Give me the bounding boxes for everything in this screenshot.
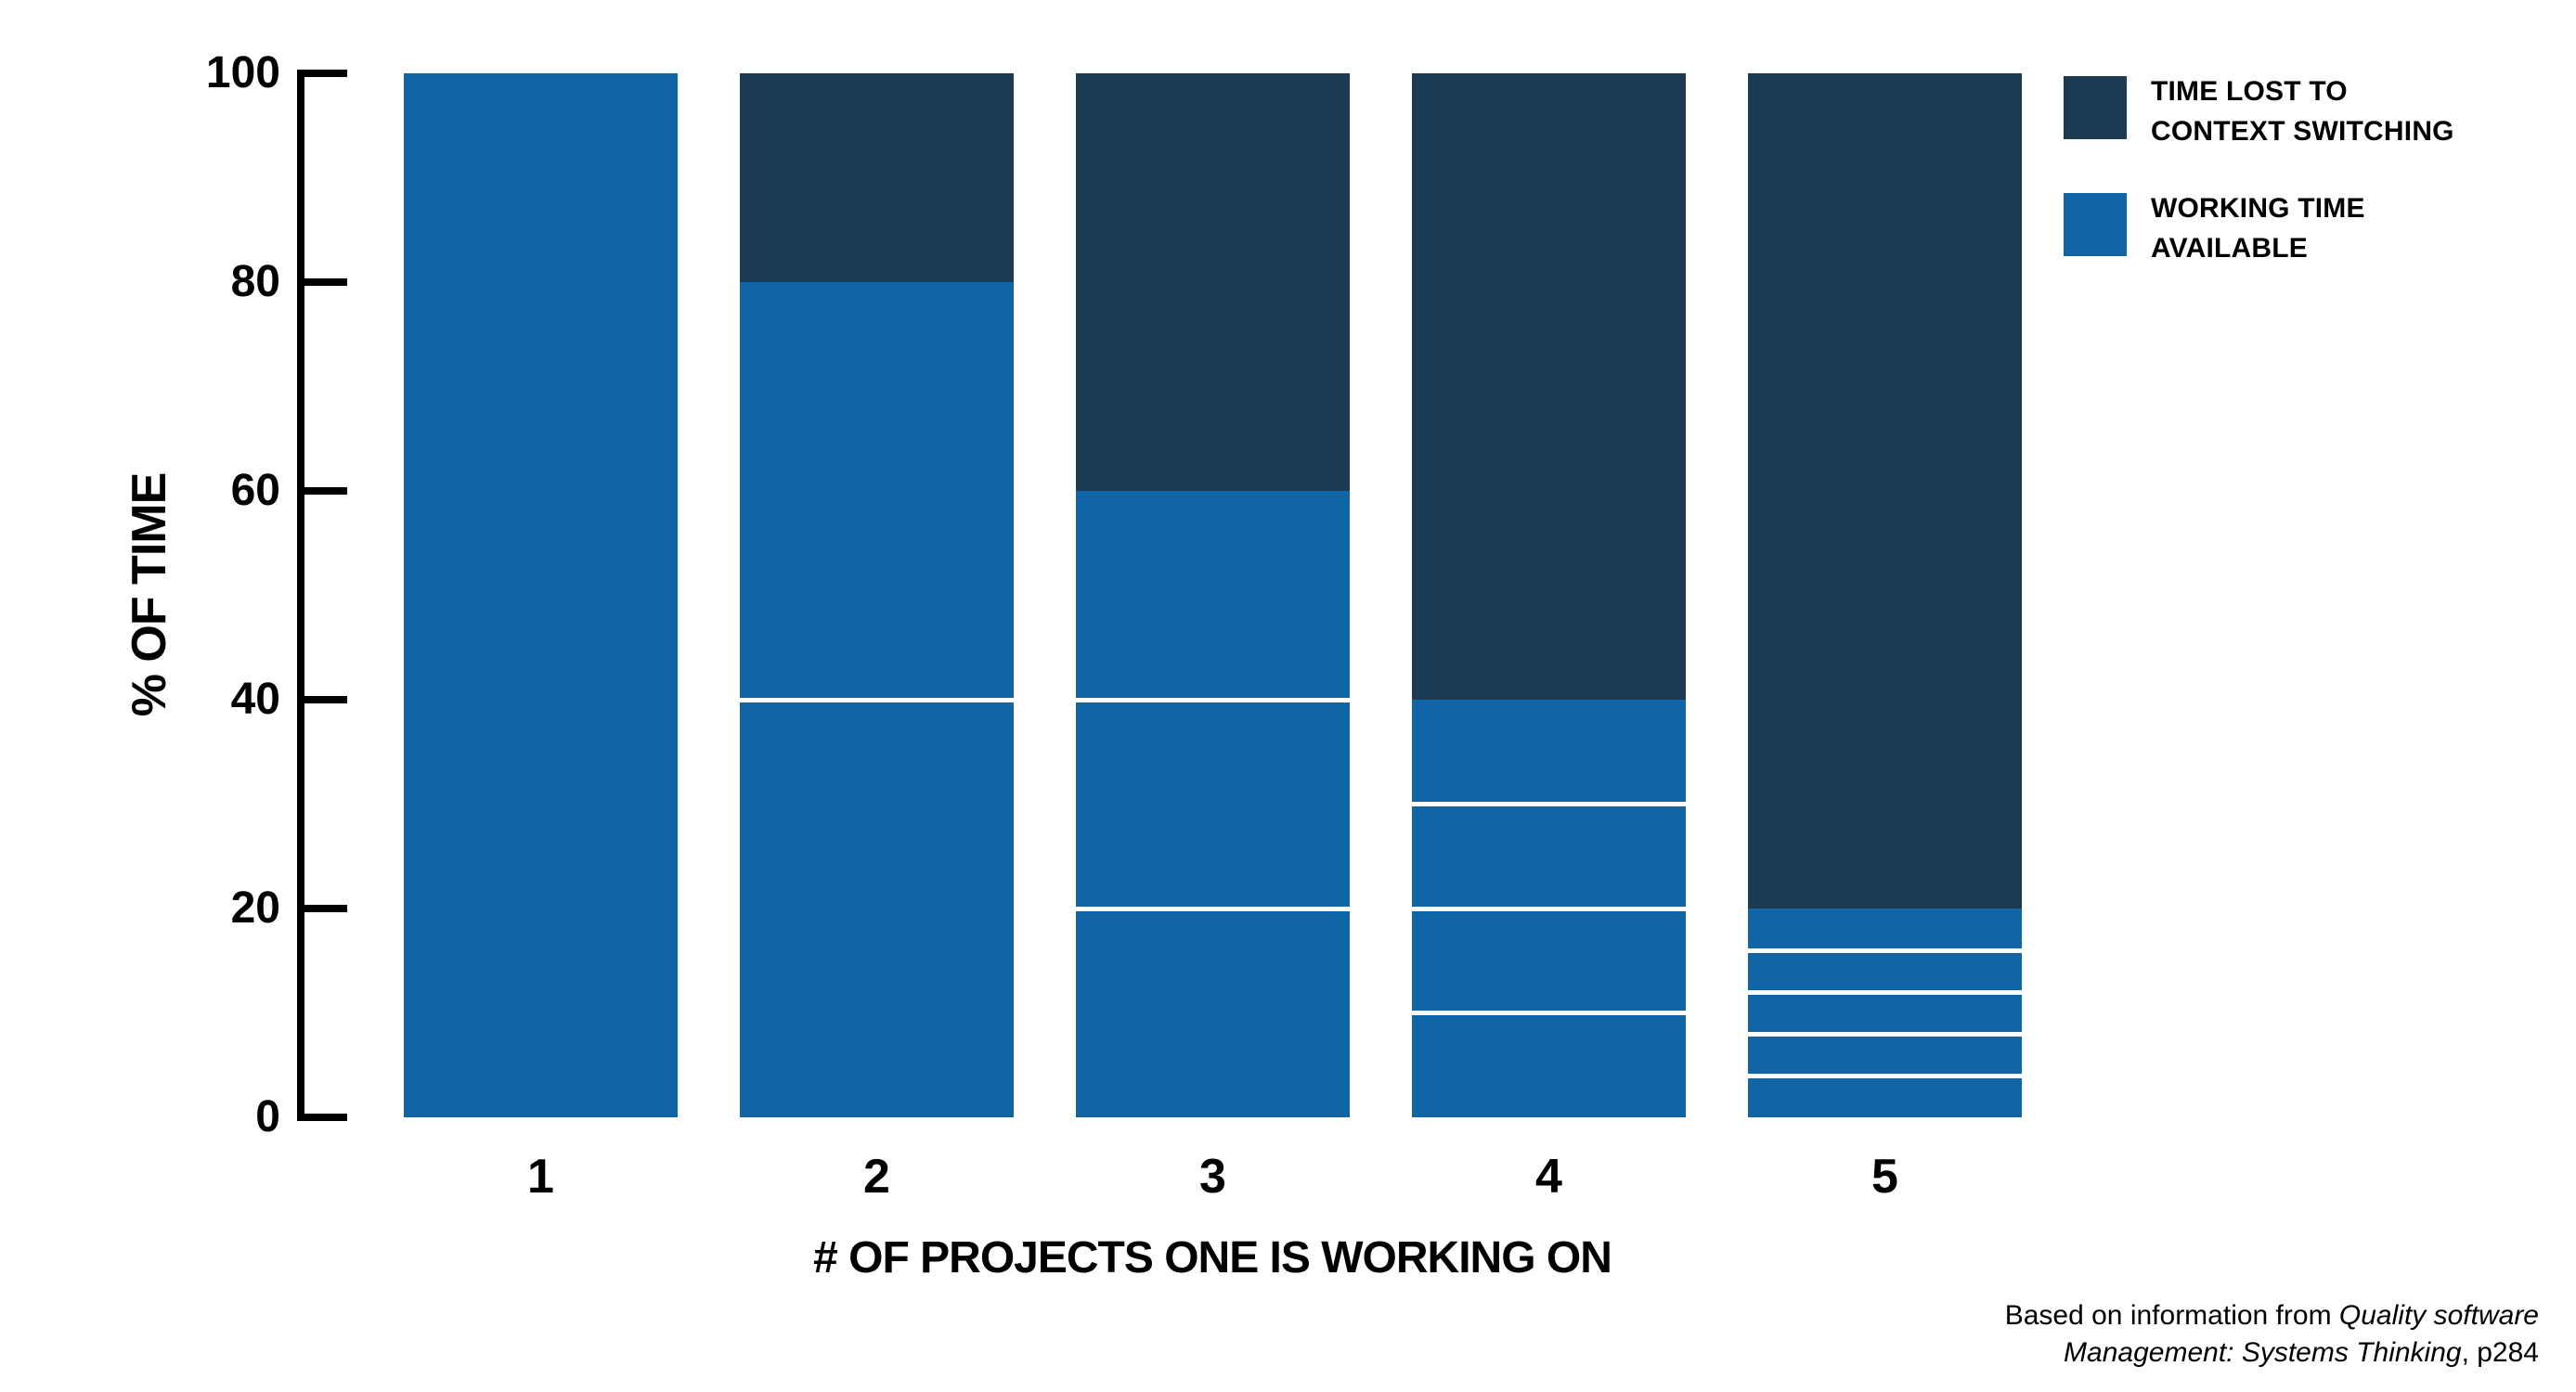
attribution-line-2: Management: Systems Thinking, p284 (2064, 1337, 2539, 1368)
legend-swatch-working-time (2064, 193, 2127, 256)
bar-segment-working-time-1 (404, 73, 678, 1117)
legend-label-working-time: WORKING TIME AVAILABLE (2151, 193, 2365, 264)
y-tick-mark-0 (304, 1114, 347, 1121)
bar-divider-5-3 (1748, 989, 2022, 995)
y-tick-mark-20 (304, 905, 347, 912)
y-tick-label-100: 100 (205, 48, 280, 97)
bar-segment-time-lost-5 (1748, 73, 2022, 909)
bar-divider-2-1 (740, 697, 1014, 702)
bar-segment-time-lost-4 (1412, 73, 1686, 700)
y-tick-mark-60 (304, 487, 347, 495)
bar-divider-3-1 (1076, 906, 1350, 911)
legend-swatch-context-switching (2064, 76, 2127, 139)
x-category-label-4: 4 (1535, 1150, 1562, 1204)
x-axis-title: # OF PROJECTS ONE IS WORKING ON (813, 1233, 1612, 1282)
y-tick-label-60: 60 (230, 466, 280, 515)
bar-divider-4-2 (1412, 906, 1686, 911)
y-axis-line (297, 70, 304, 1121)
bar-divider-4-1 (1412, 1011, 1686, 1015)
y-tick-label-20: 20 (230, 883, 280, 933)
bar-segment-working-time-3 (1076, 491, 1350, 1117)
y-tick-mark-40 (304, 696, 347, 703)
legend-item-working-time: WORKING TIME AVAILABLE (2064, 193, 2365, 268)
y-tick-mark-100 (304, 70, 347, 77)
x-category-label-1: 1 (527, 1150, 554, 1204)
y-axis-title: % OF TIME (123, 472, 176, 717)
bar-group-4 (1412, 73, 1686, 1117)
y-tick-label-80: 80 (230, 257, 280, 306)
legend-item-context-switching: TIME LOST TO CONTEXT SWITCHING (2064, 76, 2454, 151)
bar-divider-3-2 (1076, 697, 1350, 702)
legend-label-context-switching: TIME LOST TO CONTEXT SWITCHING (2151, 76, 2454, 147)
bar-segment-time-lost-2 (740, 73, 1014, 282)
bar-group-1 (404, 73, 678, 1117)
attribution: Based on information from Quality softwa… (1611, 1297, 2539, 1372)
x-category-label-3: 3 (1199, 1150, 1226, 1204)
bar-segment-working-time-5 (1748, 909, 2022, 1117)
bar-divider-5-2 (1748, 1031, 2022, 1037)
y-tick-label-0: 0 (255, 1092, 280, 1141)
bar-group-2 (740, 73, 1014, 1117)
attribution-line-1: Based on information from Quality softwa… (2004, 1300, 2539, 1331)
bar-group-3 (1076, 73, 1350, 1117)
x-category-label-5: 5 (1871, 1150, 1898, 1204)
y-tick-label-40: 40 (230, 675, 280, 724)
bar-divider-4-3 (1412, 802, 1686, 806)
y-tick-mark-80 (304, 278, 347, 286)
bar-group-5 (1748, 73, 2022, 1117)
bar-divider-5-1 (1748, 1073, 2022, 1078)
x-category-label-2: 2 (863, 1150, 890, 1204)
bar-segment-time-lost-3 (1076, 73, 1350, 491)
bar-divider-5-4 (1748, 947, 2022, 953)
